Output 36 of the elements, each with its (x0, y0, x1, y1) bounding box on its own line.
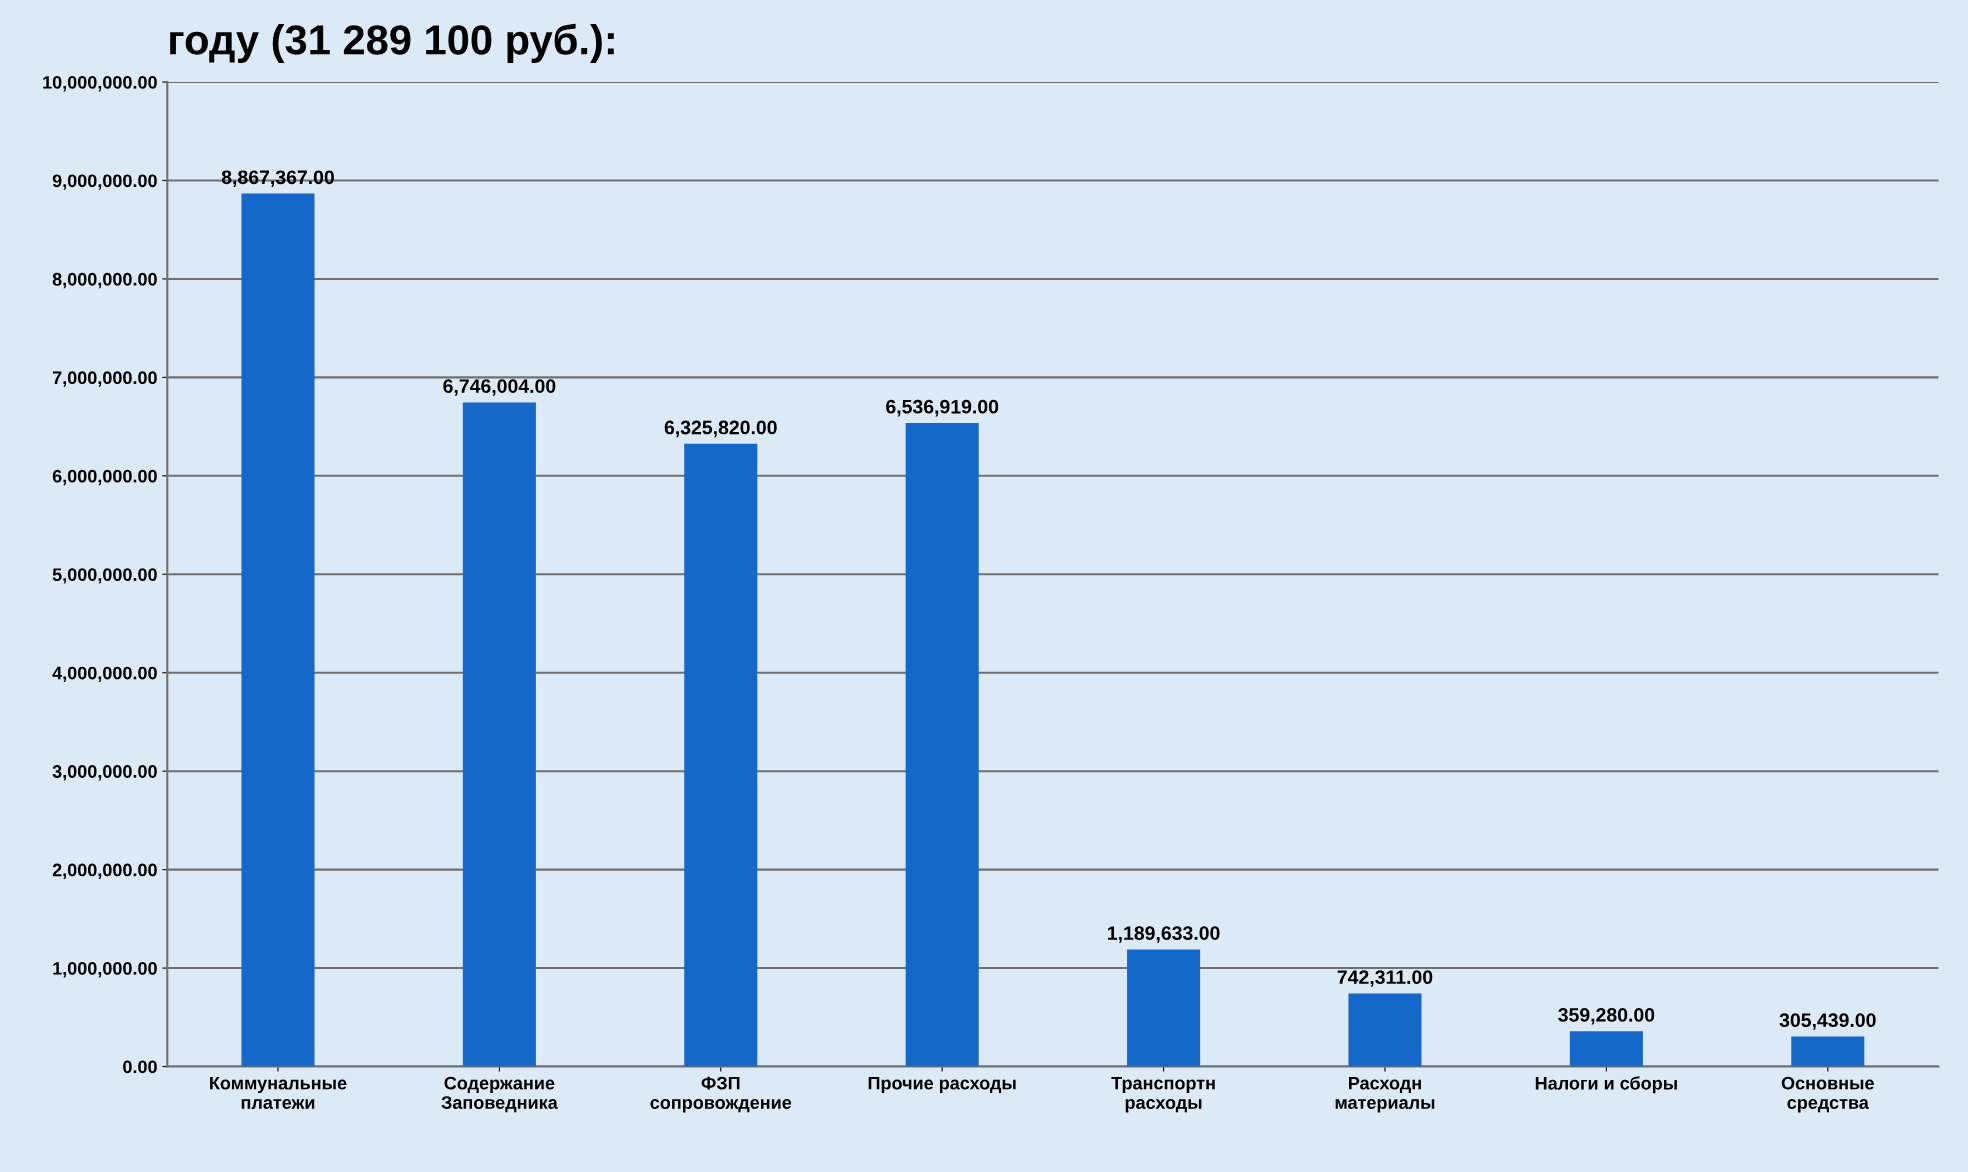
y-tick-label: 5,000,000.00 (52, 568, 157, 584)
bar (462, 402, 536, 1067)
x-tick-label: Прочие расходы (868, 1076, 1016, 1094)
data-label: 8,867,367.00 (221, 170, 334, 187)
chart-title: году (31 289 100 руб.): (170, 23, 614, 63)
data-label: 6,536,919.00 (886, 399, 999, 417)
data-label: 6,746,004.00 (443, 379, 556, 396)
data-label: 6,325,820.00 (664, 420, 777, 438)
bar (1348, 993, 1422, 1067)
x-tick-label: Расходн материалы (1335, 1076, 1435, 1113)
data-label: 1,189,633.00 (1108, 926, 1220, 943)
data-label: 305,439.00 (1779, 1013, 1876, 1030)
bar (1569, 1031, 1643, 1067)
data-label: 359,280.00 (1558, 1007, 1655, 1025)
y-tick-label: 9,000,000.00 (52, 174, 157, 190)
y-tick-label: 4,000,000.00 (52, 666, 157, 683)
x-tick-label: Налоги и сборы (1535, 1076, 1677, 1094)
y-tick-label: 2,000,000.00 (52, 863, 157, 879)
bar (684, 443, 758, 1067)
y-tick-label: 1,000,000.00 (53, 962, 157, 978)
x-tick-label: Коммунальные платежи (210, 1076, 347, 1109)
bar (1127, 949, 1201, 1067)
y-tick-label: 8,000,000.00 (52, 272, 157, 289)
y-tick-label: 6,000,000.00 (52, 469, 157, 486)
y-tick-label: 10,000,000.00 (43, 75, 157, 92)
x-tick-label: Содержание Заповедника (441, 1076, 558, 1113)
y-tick-label: 3,000,000.00 (52, 765, 157, 781)
y-tick-label: 7,000,000.00 (52, 371, 157, 387)
bar (241, 193, 315, 1067)
x-tick-label: Транспортн расходы (1111, 1076, 1215, 1113)
y-tick-label: 0.00 (123, 1060, 157, 1074)
x-tick-label: ФЗП сопровождение (650, 1076, 792, 1113)
x-tick-label: Основные средства (1781, 1076, 1874, 1113)
data-label: 742,311.00 (1337, 970, 1433, 987)
bar (1791, 1036, 1865, 1067)
bar (905, 422, 979, 1067)
